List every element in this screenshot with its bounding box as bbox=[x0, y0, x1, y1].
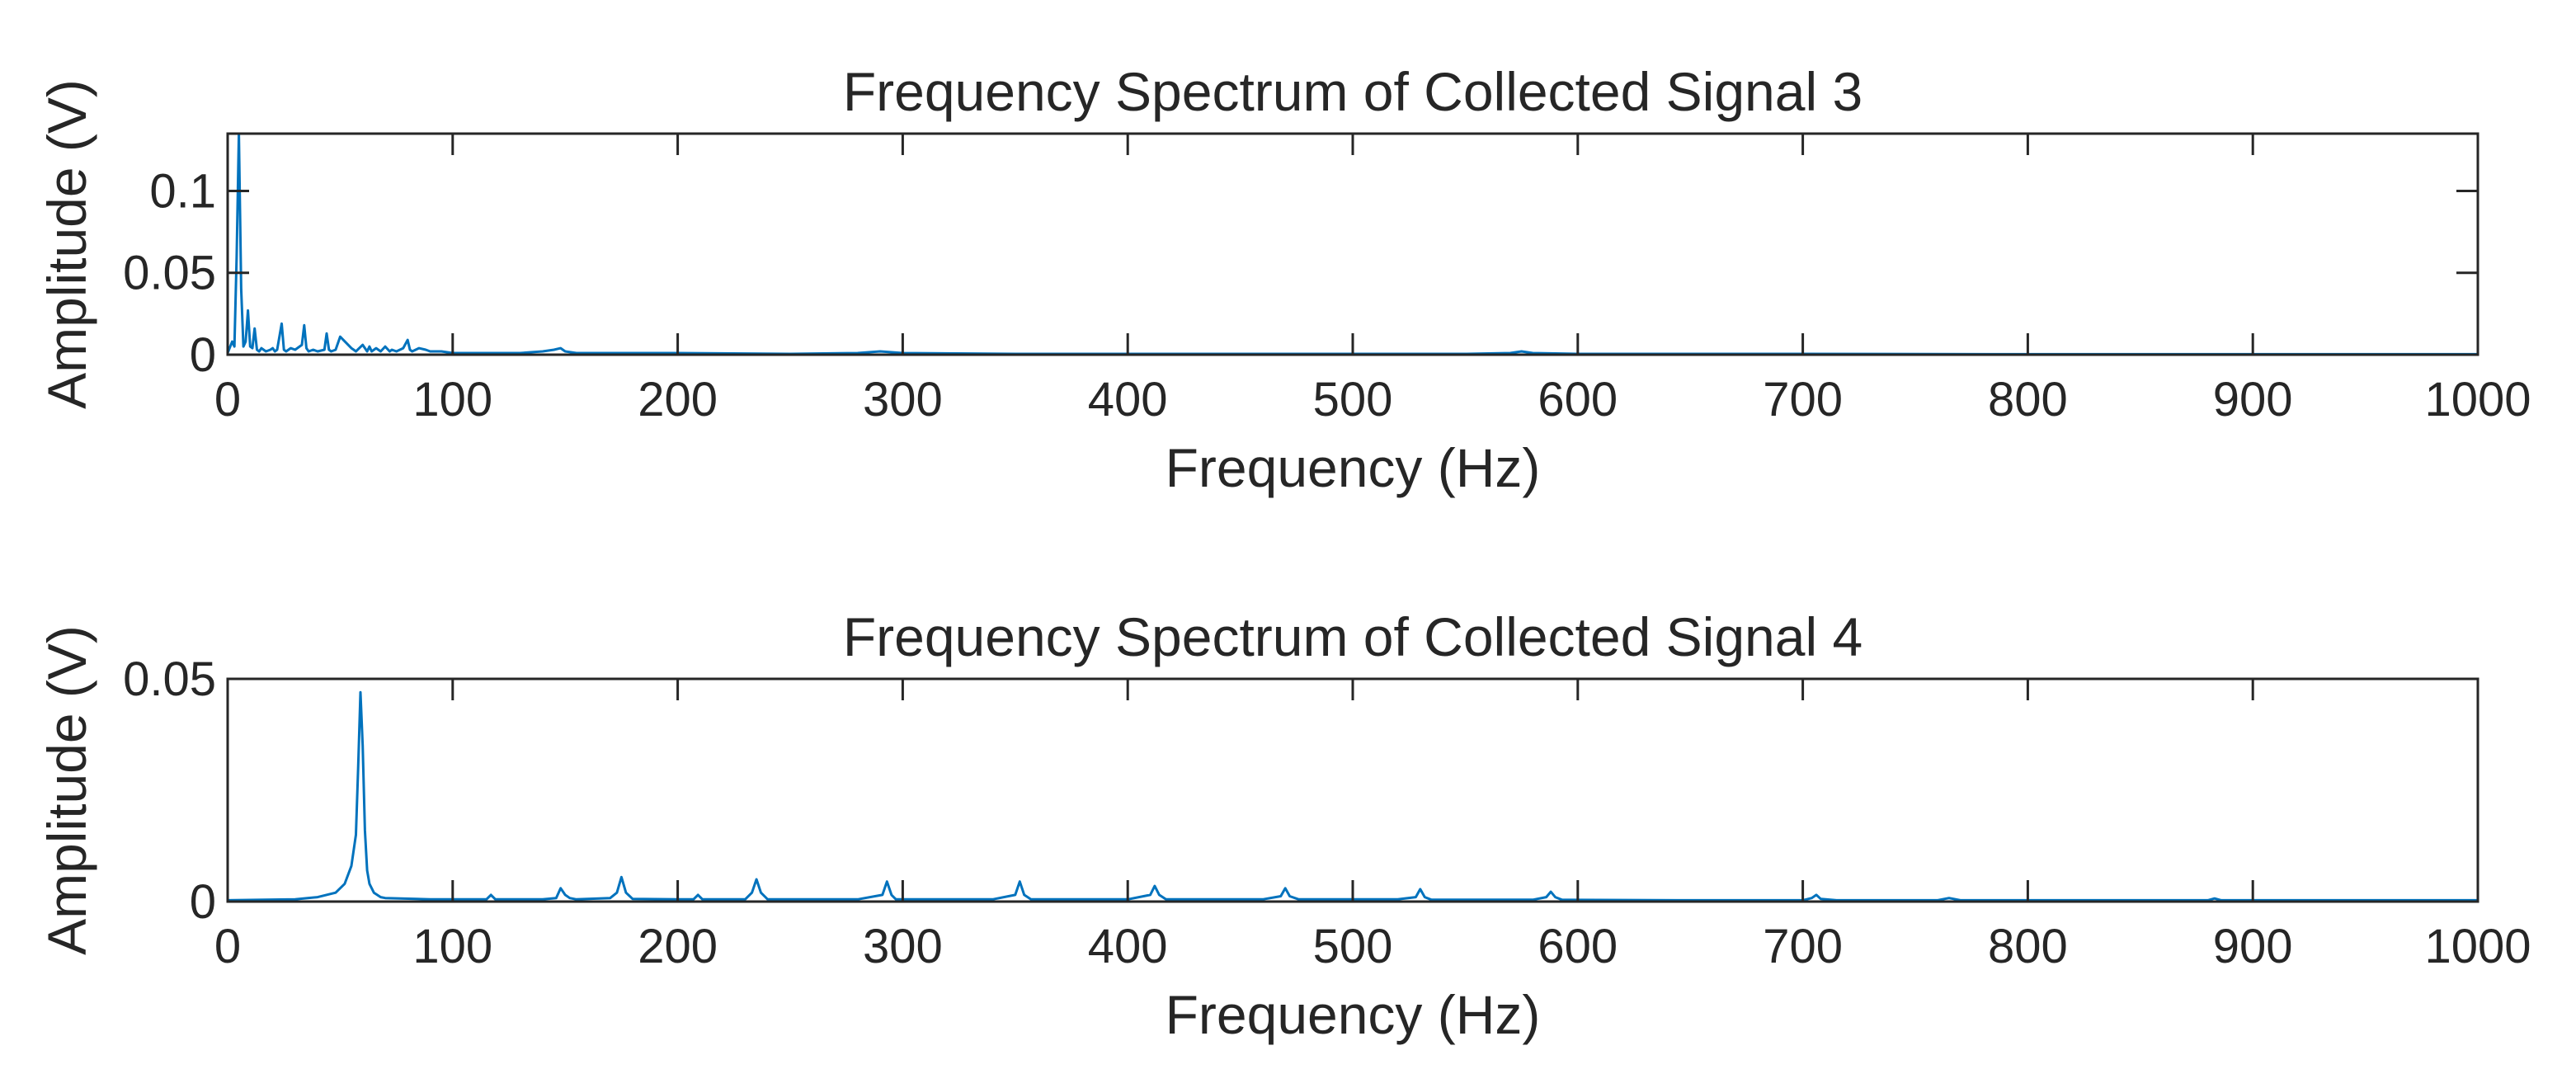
x-tick-label: 800 bbox=[1988, 920, 2068, 973]
x-tick-label: 200 bbox=[638, 373, 718, 426]
y-tick-label: 0.05 bbox=[123, 247, 216, 300]
plot-area bbox=[226, 677, 2479, 903]
chart-panel-signal-3: Frequency Spectrum of Collected Signal 3… bbox=[36, 61, 2531, 498]
x-tick-label: 1000 bbox=[2424, 920, 2531, 973]
x-axis-label: Frequency (Hz) bbox=[1166, 984, 1541, 1045]
series-line bbox=[227, 690, 2478, 902]
x-tick-label: 100 bbox=[412, 373, 492, 426]
x-tick-label: 400 bbox=[1088, 373, 1168, 426]
x-tick-label: 700 bbox=[1763, 373, 1843, 426]
x-tick-label: 0 bbox=[214, 920, 241, 973]
chart-title: Frequency Spectrum of Collected Signal 3 bbox=[843, 61, 1863, 122]
x-axis-label: Frequency (Hz) bbox=[1166, 437, 1541, 498]
plot-area bbox=[226, 132, 2479, 356]
x-tick-label: 100 bbox=[412, 920, 492, 973]
x-tick-label: 400 bbox=[1088, 920, 1168, 973]
x-tick-label: 200 bbox=[638, 920, 718, 973]
x-tick-label: 0 bbox=[214, 373, 241, 426]
x-tick-label: 600 bbox=[1538, 373, 1618, 426]
y-axis-label: Amplitude (V) bbox=[36, 625, 97, 955]
y-tick-label: 0.1 bbox=[149, 164, 216, 218]
y-axis-label: Amplitude (V) bbox=[36, 79, 97, 409]
x-tick-label: 900 bbox=[2213, 920, 2293, 973]
chart-panel-signal-4: Frequency Spectrum of Collected Signal 4… bbox=[36, 606, 2531, 1045]
series-line bbox=[226, 132, 2478, 356]
x-tick-label: 300 bbox=[863, 920, 943, 973]
x-tick-label: 500 bbox=[1313, 373, 1393, 426]
y-tick-label: 0 bbox=[190, 328, 216, 382]
x-tick-label: 1000 bbox=[2424, 373, 2531, 426]
x-tick-label: 500 bbox=[1313, 920, 1393, 973]
y-tick-label: 0 bbox=[190, 875, 216, 929]
y-tick-label: 0.05 bbox=[123, 652, 216, 706]
x-tick-label: 300 bbox=[863, 373, 943, 426]
x-tick-label: 700 bbox=[1763, 920, 1843, 973]
x-tick-label: 800 bbox=[1988, 373, 2068, 426]
x-tick-label: 900 bbox=[2213, 373, 2293, 426]
x-tick-label: 600 bbox=[1538, 920, 1618, 973]
chart-title: Frequency Spectrum of Collected Signal 4 bbox=[843, 606, 1863, 667]
